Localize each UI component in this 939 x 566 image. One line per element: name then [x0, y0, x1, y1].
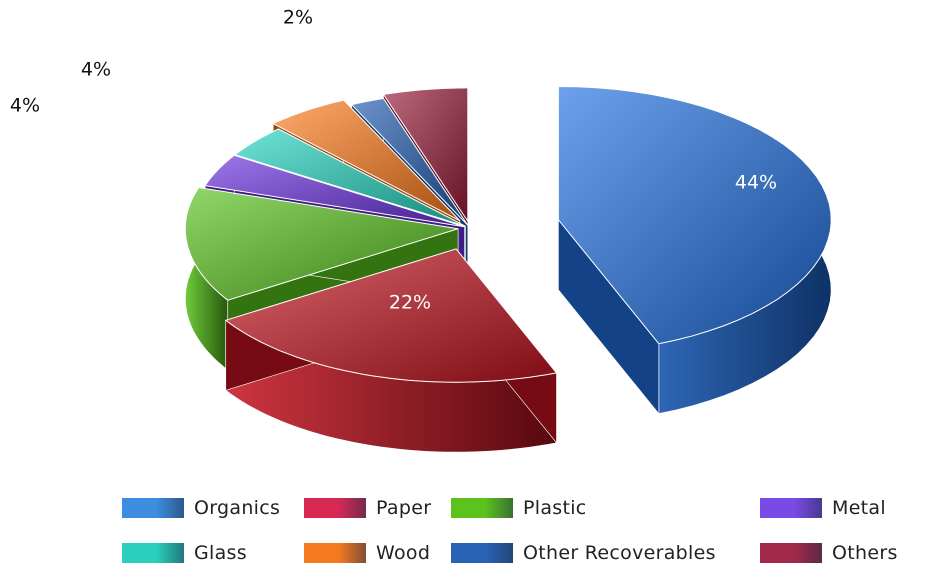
data-label-metal: 4%	[10, 95, 40, 117]
slice-paper	[224, 248, 558, 453]
slice-top	[184, 186, 459, 301]
slice-top	[224, 248, 558, 383]
slice-top	[382, 87, 469, 223]
data-label-wood: 5%	[276, 67, 306, 89]
slice-organics	[557, 85, 832, 415]
data-label-plastic: 14%	[124, 195, 166, 217]
data-label-other-recoverables: 2%	[283, 7, 313, 29]
slice-top	[204, 154, 465, 228]
data-label-organics: 44%	[735, 172, 777, 194]
slice-top	[233, 128, 466, 227]
data-label-paper: 22%	[389, 292, 431, 314]
slice-top	[557, 85, 832, 345]
slice-top	[271, 99, 461, 222]
data-label-others: 5%	[425, 50, 455, 72]
slice-top	[350, 97, 469, 226]
data-label-glass: 4%	[81, 59, 111, 81]
